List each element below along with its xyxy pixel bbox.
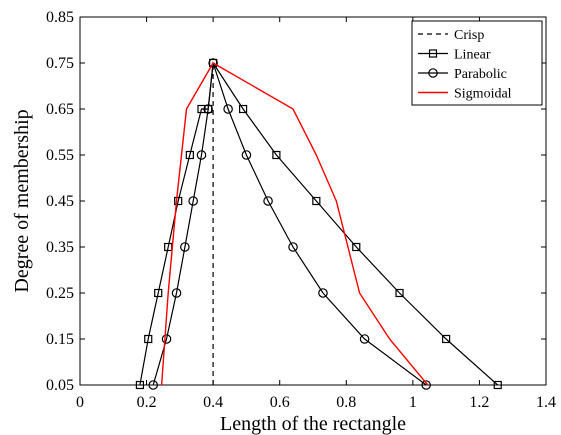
series-linear-marker: [135, 380, 145, 390]
series-parabolic-marker: [241, 150, 252, 160]
series-parabolic-marker: [161, 334, 172, 344]
series-parabolic-marker: [188, 196, 198, 206]
series-linear-marker: [442, 334, 451, 344]
series-parabolic-marker: [180, 242, 190, 252]
legend-parabolic-marker: [428, 68, 438, 78]
x-tick-label: 1.2: [469, 394, 489, 411]
x-axis-label: Length of the rectangle: [220, 413, 406, 435]
x-tick-label: 0.6: [270, 394, 290, 411]
y-tick-label: 0.25: [46, 285, 74, 302]
series-linear-marker: [174, 196, 183, 206]
legend-item-crisp: Crisp: [418, 28, 484, 43]
legend-item-parabolic: Parabolic: [418, 67, 507, 82]
series-parabolic-marker: [223, 104, 233, 114]
series-linear-marker: [395, 288, 404, 298]
series-linear-marker: [312, 196, 321, 206]
y-tick-label: 0.85: [46, 9, 74, 26]
x-tick-label: 0.2: [137, 394, 157, 411]
legend-item-linear: Linear: [418, 48, 491, 63]
legend: Crisp Linear Parabolic Sigmoidal: [411, 20, 543, 106]
series-parabolic-marker: [171, 288, 182, 298]
x-axis: 0 0.2 0.4 0.6 0.8 1 1.2 1.4: [76, 17, 556, 411]
series-parabolic-marker: [359, 334, 370, 344]
x-tick-label: 0.4: [203, 394, 223, 411]
series-parabolic-marker: [148, 380, 159, 390]
series-linear-marker: [272, 150, 281, 160]
legend-label-parabolic: Parabolic: [454, 67, 507, 82]
series-parabolic-marker: [196, 150, 207, 160]
y-tick-label: 0.35: [46, 239, 74, 256]
y-tick-label: 0.05: [46, 377, 74, 394]
series-parabolic-marker: [288, 242, 298, 252]
series-linear-marker: [154, 288, 163, 298]
x-tick-label: 1: [409, 394, 417, 411]
legend-box: [411, 20, 543, 106]
x-tick-label: 1.4: [536, 394, 556, 411]
series-sigmoidal-line: [160, 62, 429, 386]
legend-item-sigmoidal: Sigmoidal: [418, 87, 512, 102]
x-tick-label: 0.8: [336, 394, 356, 411]
series-parabolic-marker: [263, 196, 273, 206]
legend-linear-marker: [428, 49, 438, 58]
y-tick-label: 0.65: [46, 101, 74, 118]
y-tick-label: 0.55: [46, 147, 74, 164]
series-linear-marker: [144, 334, 153, 344]
series-linear-marker: [352, 242, 361, 252]
series-linear-marker: [493, 380, 502, 390]
series-parabolic-marker: [318, 288, 328, 298]
series-parabolic-marker: [203, 104, 213, 114]
legend-label-sigmoidal: Sigmoidal: [454, 87, 512, 102]
series-parabolic-marker: [208, 58, 218, 68]
series-sigmoidal: [160, 62, 429, 386]
legend-label-linear: Linear: [454, 48, 491, 63]
series-layer: [135, 58, 502, 390]
y-tick-label: 0.75: [46, 55, 74, 72]
x-tick-label: 0: [76, 394, 84, 411]
y-axis-label: Degree of membership: [11, 109, 33, 292]
legend-label-crisp: Crisp: [454, 28, 484, 43]
series-linear-marker: [239, 104, 248, 114]
y-tick-label: 0.45: [46, 193, 74, 210]
y-tick-label: 0.15: [46, 331, 74, 348]
y-axis: 0.05 0.15 0.25 0.35 0.45 0.55 0.65 0.75 0.85: [46, 9, 546, 394]
series-parabolic-marker: [421, 380, 431, 390]
series-linear-marker: [185, 150, 194, 160]
